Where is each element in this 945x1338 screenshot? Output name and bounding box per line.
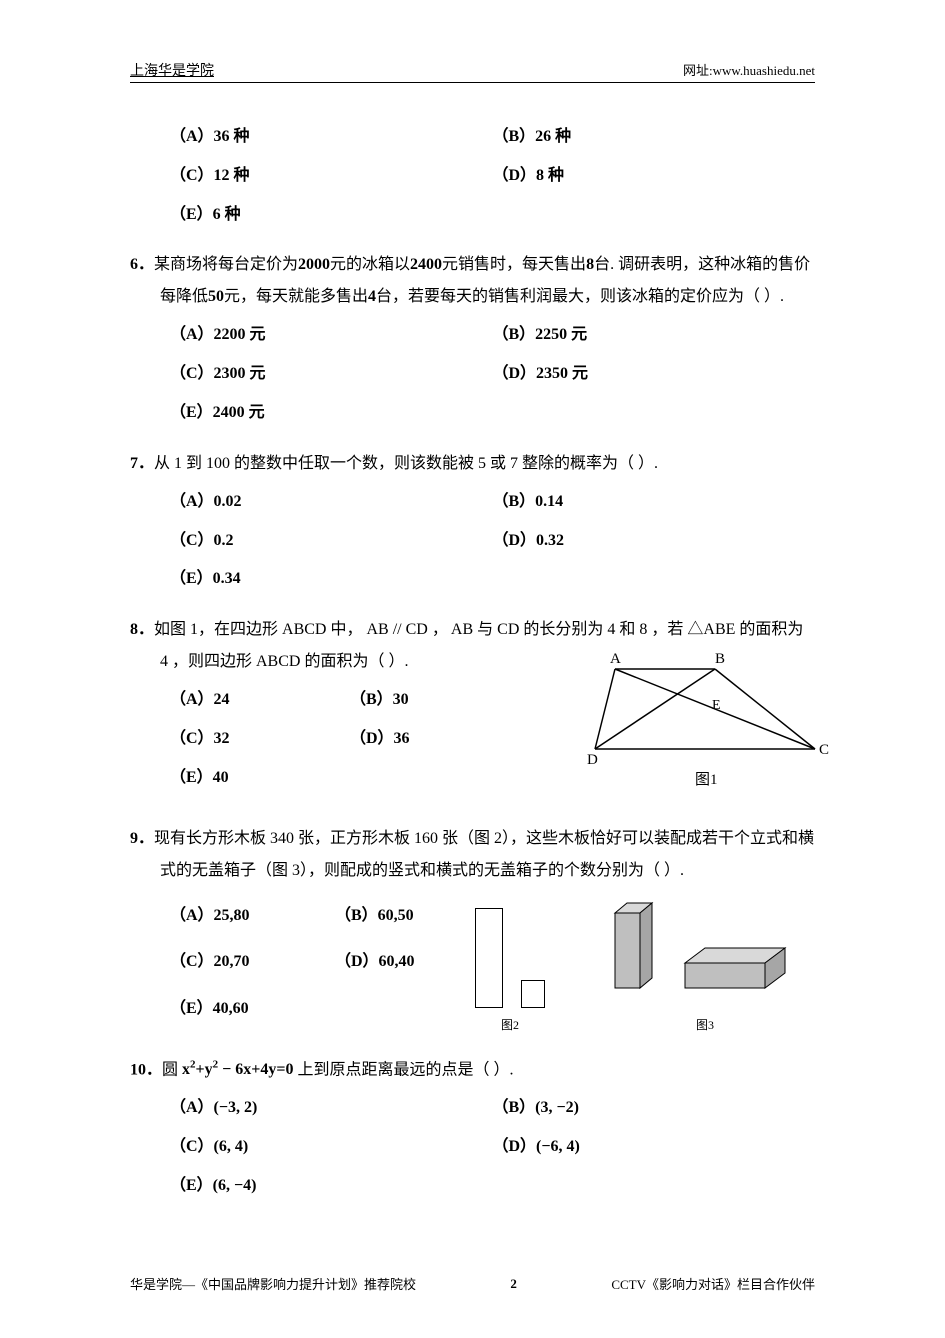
q6-options: （A）2200 元 （B）2250 元 （C）2300 元 （D）2350 元 … <box>170 321 815 427</box>
question-6: 6．某商场将每台定价为2000元的冰箱以2400元销售时，每天售出8台. 调研表… <box>130 249 815 313</box>
figure-2: 图2 <box>475 908 545 1033</box>
page-number: 2 <box>510 1276 517 1292</box>
boxes-3d <box>605 898 805 1008</box>
question-8-container: 8．如图 1，在四边形 ABCD 中， AB // CD ， AB 与 CD 的… <box>170 614 815 792</box>
option-c: （C）(6, 4) <box>170 1133 493 1162</box>
svg-text:C: C <box>819 742 829 758</box>
option-c: （C）12 种 <box>170 162 493 191</box>
q10-options: （A）(−3, 2) （B）(3, −2) （C）(6, 4) （D）(−6, … <box>170 1094 815 1200</box>
page-footer: 华是学院—《中国品牌影响力提升计划》推荐院校 2 CCTV《影响力对话》栏目合作… <box>130 1274 815 1293</box>
option-a: （A）2200 元 <box>170 321 493 350</box>
option-e: （E）0.34 <box>170 565 815 594</box>
page-content: （A）36 种 （B）26 种 （C）12 种 （D）8 种 （E）6 种 6．… <box>130 123 815 1201</box>
question-9: 9．现有长方形木板 340 张，正方形木板 160 张（图 2），这些木板恰好可… <box>130 823 815 887</box>
page-header: 上海华是学院 网址:www.huashiedu.net <box>130 60 815 83</box>
option-a: （A）0.02 <box>170 488 493 517</box>
footer-left: 华是学院—《中国品牌影响力提升计划》推荐院校 <box>130 1274 416 1293</box>
option-d: （D）2350 元 <box>493 360 816 389</box>
svg-text:D: D <box>587 752 598 768</box>
option-b: （B）(3, −2) <box>493 1094 816 1123</box>
formula: x2+y2 − 6x+4y=0 <box>182 1061 293 1078</box>
header-school-name: 上海华是学院 <box>130 60 214 80</box>
option-b: （B）26 种 <box>493 123 816 152</box>
option-a: （A）24 <box>170 686 350 715</box>
option-e: （E）2400 元 <box>170 399 815 428</box>
option-d: （D）(−6, 4) <box>493 1133 816 1162</box>
svg-text:图1: 图1 <box>695 771 718 788</box>
footer-right: CCTV《影响力对话》栏目合作伙伴 <box>611 1274 815 1293</box>
option-a: （A）36 种 <box>170 123 493 152</box>
option-e: （E）(6, −4) <box>170 1172 815 1201</box>
option-c: （C）20,70 <box>170 948 335 977</box>
q9-options: （A）25,80 （B）60,50 （C）20,70 （D）60,40 （E）4… <box>170 902 500 1024</box>
figure-3: 图3 <box>605 898 805 1033</box>
option-d: （D）0.32 <box>493 527 816 556</box>
rect-tall <box>475 908 503 1008</box>
option-c: （C）32 <box>170 725 350 754</box>
option-b: （B）0.14 <box>493 488 816 517</box>
q7-options: （A）0.02 （B）0.14 （C）0.2 （D）0.32 （E）0.34 <box>170 488 815 594</box>
option-a: （A）25,80 <box>170 902 335 931</box>
option-e: （E）40 <box>170 764 530 793</box>
option-c: （C）0.2 <box>170 527 493 556</box>
option-b: （B）30 <box>350 686 530 715</box>
svg-text:E: E <box>712 698 721 713</box>
question-10: 10．圆 x2+y2 − 6x+4y=0 上到原点距离最远的点是（ ）. <box>130 1054 815 1086</box>
option-a: （A）(−3, 2) <box>170 1094 493 1123</box>
option-e: （E）40,60 <box>170 995 500 1024</box>
q8-figure: A B C D E 图1 <box>585 649 845 804</box>
question-9-container: 9．现有长方形木板 340 张，正方形木板 160 张（图 2），这些木板恰好可… <box>170 823 815 1024</box>
rect-small <box>521 980 545 1008</box>
option-d: （D）8 种 <box>493 162 816 191</box>
q9-figure: 图2 图3 <box>475 898 825 1033</box>
q5-options: （A）36 种 （B）26 种 （C）12 种 （D）8 种 （E）6 种 <box>170 123 815 229</box>
option-b: （B）2250 元 <box>493 321 816 350</box>
option-c: （C）2300 元 <box>170 360 493 389</box>
header-url: 网址:www.huashiedu.net <box>683 60 815 80</box>
option-e: （E）6 种 <box>170 201 815 230</box>
q8-options: （A）24 （B）30 （C）32 （D）36 （E）40 <box>170 686 530 792</box>
option-d: （D）36 <box>350 725 530 754</box>
svg-text:B: B <box>715 651 725 667</box>
svg-text:A: A <box>610 651 621 667</box>
trapezoid-diagram: A B C D E 图1 <box>585 649 845 799</box>
question-7: 7．从 1 到 100 的整数中任取一个数，则该数能被 5 或 7 整除的概率为… <box>130 448 815 480</box>
